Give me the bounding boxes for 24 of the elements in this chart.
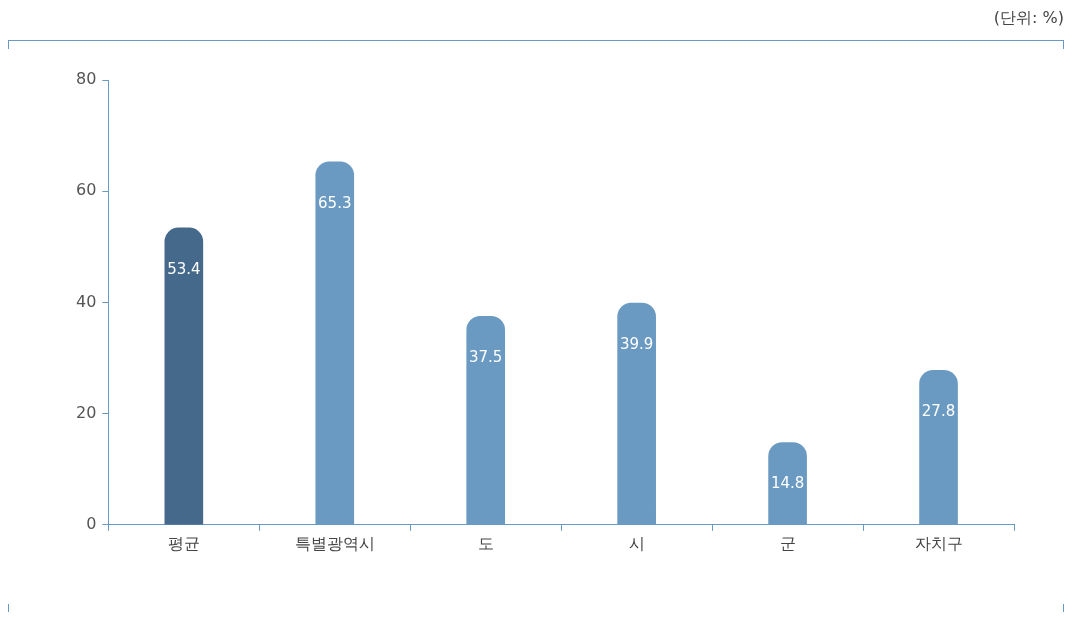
y-tick-label: 20 (76, 402, 97, 422)
data-label: 39.9 (619, 334, 654, 353)
y-tick-label: 60 (76, 180, 97, 200)
bar (617, 302, 656, 525)
data-label: 14.8 (770, 474, 805, 493)
x-tick-label: 시 (628, 533, 645, 553)
bar (315, 161, 355, 525)
bar (164, 227, 204, 525)
bar (919, 369, 958, 525)
data-label: 53.4 (167, 259, 201, 278)
bar (466, 315, 506, 525)
data-label: 27.8 (921, 402, 956, 421)
data-label: 37.5 (469, 348, 503, 367)
x-tick-label: 군 (779, 533, 796, 553)
x-tick-label: 도 (477, 533, 494, 553)
x-tick-label: 자치구 (914, 533, 963, 553)
y-tick-label: 40 (76, 291, 97, 311)
data-label: 65.3 (318, 193, 352, 212)
y-tick-label: 0 (86, 513, 97, 533)
text: (단위: %) (993, 8, 1064, 29)
x-tick-label: 특별광역시 (294, 533, 375, 553)
y-tick-label: 80 (76, 69, 97, 89)
x-tick-label: 평균 (167, 533, 200, 553)
bar (768, 442, 807, 525)
